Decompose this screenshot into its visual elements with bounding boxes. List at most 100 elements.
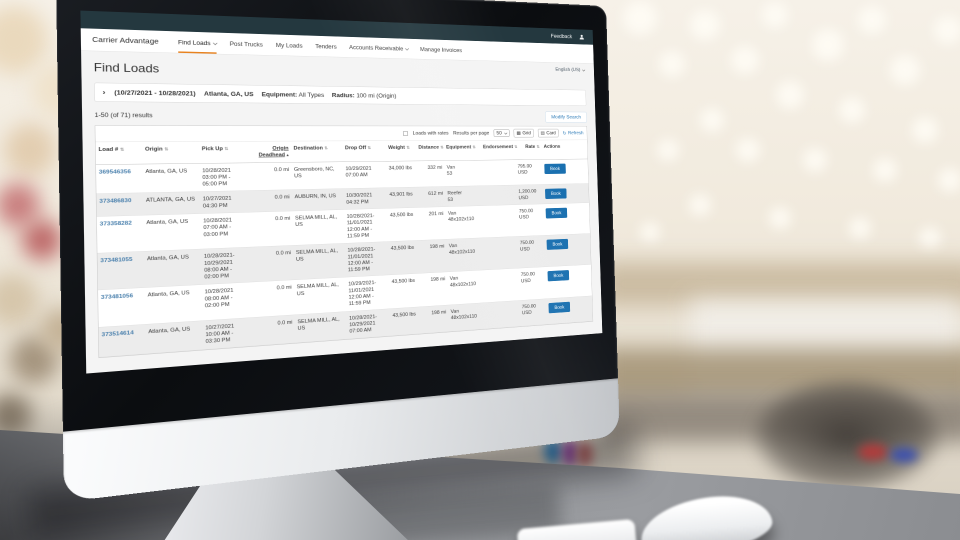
- column-header-pick-up[interactable]: Pick Up⇅: [199, 142, 247, 157]
- cell-weight: 34,000 lbs: [388, 165, 413, 171]
- load-number-link[interactable]: 373481055: [100, 256, 133, 264]
- bokeh-light: [890, 55, 920, 85]
- nav-item-tenders[interactable]: Tenders: [315, 36, 337, 57]
- sort-icon: ⇅: [224, 146, 229, 152]
- book-button[interactable]: Book: [547, 270, 570, 282]
- summary-origin: Atlanta, GA, US: [203, 89, 254, 98]
- language-label: English (US): [555, 66, 581, 73]
- cell-origin: Atlanta, GA, US: [147, 290, 190, 299]
- column-header-load[interactable]: Load # ⇅: [96, 142, 143, 157]
- nav-item-label: Tenders: [315, 42, 337, 50]
- grid-icon: ▦: [516, 130, 521, 136]
- bokeh-light: [659, 51, 685, 77]
- column-label: Origin: [144, 146, 163, 153]
- cell-load-number: 373481056: [98, 288, 145, 306]
- blurred-shelf-item: [0, 6, 48, 74]
- nav-item-manage-invoices[interactable]: Manage Invoices: [420, 39, 462, 60]
- cell-rate: 1,200.00 USD: [518, 188, 537, 201]
- grid-view-button[interactable]: ▦ Grid: [513, 128, 534, 138]
- column-header-origin[interactable]: Origin ⇅: [142, 142, 199, 157]
- nav-item-post-trucks[interactable]: Post Trucks: [229, 33, 263, 55]
- load-number-link[interactable]: 373481056: [100, 293, 134, 301]
- cell-rate: 750.00 USD: [519, 239, 535, 252]
- bokeh-light: [700, 108, 724, 132]
- bokeh-light: [689, 194, 711, 216]
- cell-dropoff: 10/28/2021- 11/01/2021 12:00 AM -11:59 PM: [346, 213, 375, 239]
- cell-pickup: 10/28/2021 07:00 AM -03:00 PM: [203, 217, 232, 238]
- content-area: English (US) Find Loads › (10/27/2021 - …: [81, 51, 602, 363]
- load-number-link[interactable]: 373358282: [99, 220, 132, 228]
- cell-destination: AUBURN, IN, US: [294, 193, 337, 200]
- cell-origin: ATLANTA, GA, US: [145, 196, 196, 204]
- bokeh-light: [812, 29, 844, 61]
- cell-dropoff: 10/28/2021- 11/01/2021 12:00 AM -11:59 PM: [347, 246, 376, 273]
- column-header-endorsement[interactable]: Endorsement⇅: [481, 140, 518, 153]
- loads-with-rates-checkbox[interactable]: [403, 130, 409, 136]
- page-title: Find Loads: [93, 60, 160, 76]
- card-icon: ▤: [540, 130, 545, 136]
- cell-rate: 750.00 USD: [521, 303, 537, 316]
- column-label: Actions: [543, 143, 561, 150]
- sort-icon: ⇅: [536, 144, 540, 149]
- language-selector[interactable]: English (US): [555, 66, 586, 73]
- book-button[interactable]: Book: [546, 238, 569, 251]
- search-summary[interactable]: › (10/27/2021 - 10/28/2021) Atlanta, GA,…: [93, 82, 587, 107]
- user-icon[interactable]: [578, 34, 585, 41]
- cell-endorsement: [485, 301, 519, 310]
- summary-date-range: (10/27/2021 - 10/28/2021): [114, 88, 196, 97]
- cell-weight: 43,500 lbs: [389, 211, 414, 218]
- book-button[interactable]: Book: [548, 301, 571, 314]
- column-header-equipment[interactable]: Equipment⇅: [444, 141, 481, 154]
- bokeh-light: [934, 16, 960, 44]
- cell-origin-deadhead: 0.0 mi: [275, 215, 291, 222]
- results-count: 1-50 (of 71) results: [94, 111, 153, 119]
- cell-equipment: Van 53: [446, 164, 456, 177]
- cell-endorsement: [481, 160, 515, 167]
- cell-origin: Atlanta, GA, US: [148, 325, 191, 335]
- bokeh-light: [731, 46, 759, 74]
- cell-load-number: 373486830: [96, 193, 143, 209]
- bokeh-light: [762, 2, 788, 28]
- modify-search-button[interactable]: Modify Search: [545, 111, 587, 123]
- load-number-link[interactable]: 369546356: [98, 168, 131, 175]
- cell-rate: 750.00 USD: [518, 208, 534, 220]
- book-button[interactable]: Book: [545, 188, 567, 200]
- column-header-drop-off[interactable]: Drop Off⇅: [342, 141, 386, 155]
- cell-distance: 332 mi: [427, 164, 443, 171]
- nav-item-accounts-receivable[interactable]: Accounts Receivable: [349, 37, 410, 59]
- load-number-link[interactable]: 373514614: [101, 329, 134, 338]
- column-header-distance[interactable]: Distance⇅: [416, 141, 444, 155]
- nav-item-find-loads[interactable]: Find Loads: [178, 31, 218, 53]
- card-view-button[interactable]: ▤ Card: [537, 128, 559, 138]
- load-number-link[interactable]: 373486830: [99, 197, 132, 205]
- nav-item-label: Manage Invoices: [419, 45, 463, 54]
- book-button[interactable]: Book: [544, 163, 566, 174]
- column-label: Load #: [98, 146, 119, 153]
- cell-origin: Atlanta, GA, US: [146, 254, 189, 262]
- feedback-link[interactable]: Feedback: [550, 32, 573, 40]
- blurred-shelf-item: [0, 183, 40, 227]
- cell-origin-deadhead: 0.0 mi: [277, 319, 293, 326]
- chevron-right-icon[interactable]: ›: [102, 87, 106, 97]
- table-body: 369546356 Atlanta, GA, US 10/28/2021 03:00 …: [95, 158, 593, 358]
- cell-weight: 43,500 lbs: [390, 244, 415, 252]
- bokeh-light: [873, 158, 897, 182]
- column-header-rate[interactable]: Rate⇅: [515, 140, 542, 153]
- results-per-page-select[interactable]: 50: [493, 129, 510, 138]
- brand[interactable]: Carrier Advantage: [92, 35, 159, 46]
- refresh-button[interactable]: ↻ Refresh: [562, 130, 584, 136]
- bokeh-light: [919, 227, 941, 249]
- cell-load-number: 373514614: [99, 324, 146, 342]
- book-button[interactable]: Book: [545, 207, 568, 219]
- sort-icon: ⇅: [164, 146, 169, 152]
- blurred-product: [858, 444, 888, 460]
- cell-distance: 198 mi: [429, 243, 445, 250]
- column-header-destination[interactable]: Destination⇅: [291, 141, 343, 155]
- cell-endorsement: [482, 205, 516, 213]
- column-header-weight[interactable]: Weight⇅: [386, 141, 417, 155]
- chevron-down-icon: [405, 46, 410, 51]
- column-header-origin-deadhead[interactable]: Origin Deadhead▴: [247, 141, 292, 162]
- nav-item-my-loads[interactable]: My Loads: [276, 35, 303, 56]
- cell-endorsement: [483, 237, 517, 245]
